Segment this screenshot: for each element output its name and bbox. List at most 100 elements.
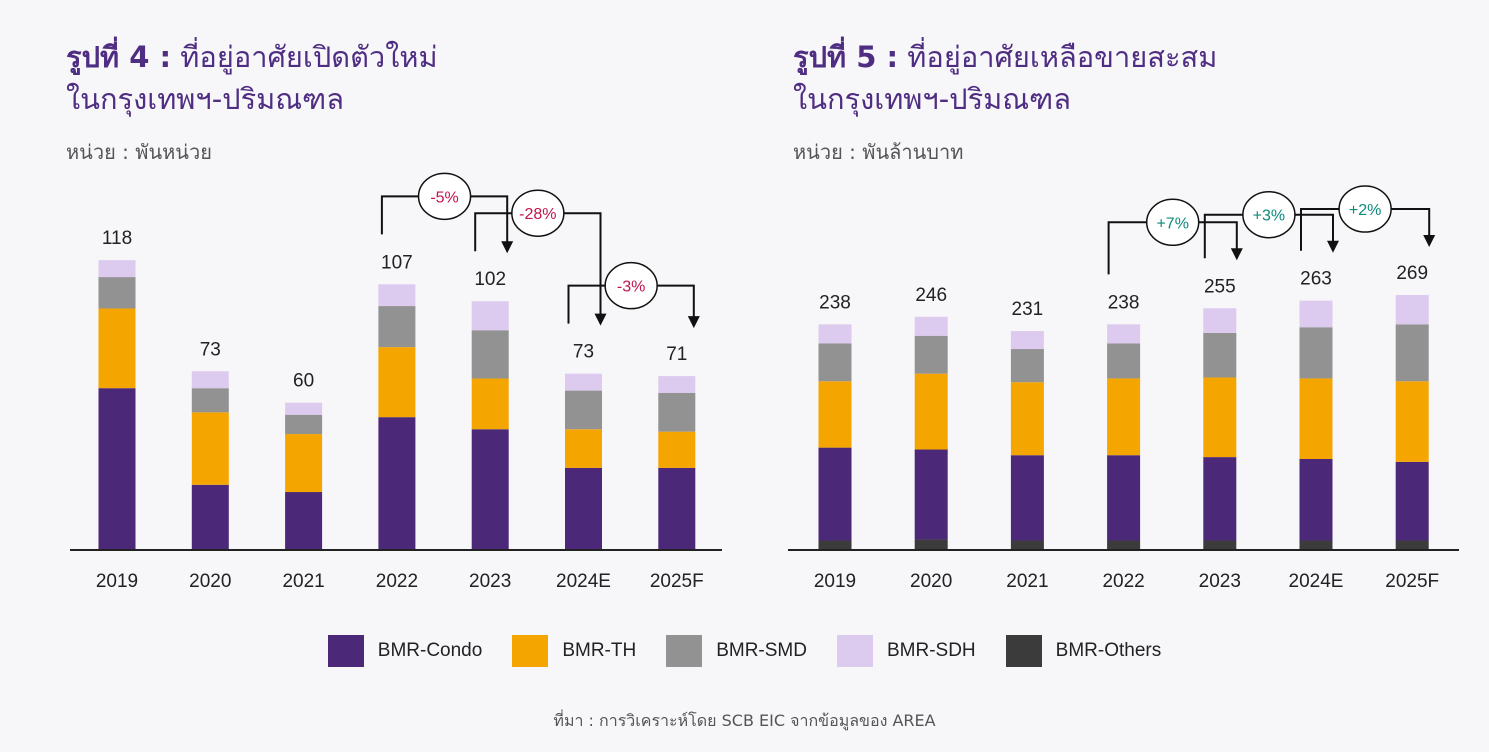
change-label: +2% [1349,202,1381,219]
change-label: -5% [430,189,458,206]
bar-segment-bmr-th [1107,378,1141,456]
change-bubble [511,189,565,237]
bar-segment-bmr-sdh [191,371,229,389]
bar-segment-bmr-smd [1299,327,1333,379]
bar-segment-bmr-smd [98,277,136,309]
change-label: +7% [1156,215,1188,232]
bar-segment-bmr-sdh [98,260,136,278]
left-chart-panel: รูปที่ 4 : ที่อยู่อาศัยเปิดตัวใหม่ ในกรุ… [0,0,745,610]
change-arrow-head [501,241,514,254]
change-bubble [604,261,658,310]
bar-segment-bmr-sdh [818,324,852,344]
bar-segment-bmr-sdh [658,376,696,394]
change-label: +3% [1253,208,1285,225]
unsold-inventory-chart: 238 2019 246 2020 231 2021 238 2022 255 2023 263 20… [788,185,1459,592]
bar-segment-bmr-others [914,539,948,550]
bar-segment-bmr-smd [285,414,323,435]
bar-segment-bmr-sdh [914,316,948,336]
bar-segment-bmr-th [565,429,602,468]
x-tick-label: 2023 [1199,571,1241,592]
x-tick-label: 2019 [96,571,138,592]
x-tick-label: 2022 [1102,571,1144,592]
bar-segment-bmr-sdh [378,284,416,307]
legend-item-others: BMR-Others [1005,635,1161,667]
bar-segment-bmr-th [285,434,323,493]
bar-segment-bmr-condo [285,492,323,550]
bar-segment-bmr-others [1107,540,1141,550]
x-tick-label: 2024E [1289,571,1344,592]
legend-swatch [666,635,703,667]
bar-total-label: 238 [1108,292,1140,313]
legend-swatch [512,635,549,667]
bar-segment-bmr-smd [1107,343,1141,379]
x-tick-label: 2025F [1385,571,1439,592]
x-tick-label: 2022 [376,571,418,592]
bar-segment-bmr-condo [1299,458,1333,541]
bar-segment-bmr-smd [378,306,416,348]
x-tick-label: 2021 [1006,571,1048,592]
bar-segment-bmr-th [1395,381,1429,462]
bar-segment-bmr-condo [471,429,509,550]
chart-title-line2: ในกรุงเทพฯ-ปริมณฑล [793,82,1072,116]
x-tick-label: 2020 [189,571,231,592]
chart-title-line1: ที่อยู่อาศัยเหลือขายสะสม [907,40,1218,74]
legend-swatch [836,635,873,667]
bar-total-label: 231 [1012,299,1044,320]
change-label: -28% [519,206,556,223]
legend-label: BMR-SMD [716,640,807,661]
change-arrow-head [1230,248,1243,261]
bar-segment-bmr-smd [1395,324,1429,382]
bar-segment-bmr-sdh [1299,300,1333,328]
change-bubble [417,172,472,221]
change-bubble [1338,185,1392,233]
bar-segment-bmr-th [1010,382,1044,456]
bar-total-label: 118 [102,228,132,249]
bar-segment-bmr-others [1010,540,1044,550]
bar-total-label: 71 [666,344,687,365]
bar-segment-bmr-condo [1395,461,1429,541]
change-bubble [1145,198,1200,247]
bar-segment-bmr-th [191,412,229,485]
x-tick-label: 2025F [650,571,704,592]
bar-segment-bmr-th [1299,378,1333,459]
legend-label: BMR-TH [562,640,637,661]
chart-title-line2: ในกรุงเทพฯ-ปริมณฑล [66,82,345,116]
bar-segment-bmr-condo [914,449,948,540]
bar-segment-bmr-condo [1203,457,1237,541]
change-arrow-head [1327,240,1339,253]
chart-title-prefix: รูปที่ 5 : [793,40,899,74]
legend-item-condo: BMR-Condo [327,635,482,667]
legend-item-smd: BMR-SMD [666,635,807,667]
legend-swatch [1005,635,1042,667]
bar-segment-bmr-smd [914,335,948,374]
bar-segment-bmr-others [1299,540,1333,550]
bar-total-label: 73 [200,339,221,360]
bar-total-label: 107 [381,252,413,273]
bar-segment-bmr-condo [191,484,229,550]
bar-total-label: 73 [573,342,594,363]
bar-segment-bmr-smd [1010,349,1044,383]
x-tick-label: 2019 [814,571,856,592]
bar-segment-bmr-sdh [285,402,323,415]
chart-title: รูปที่ 5 : ที่อยู่อาศัยเหลือขายสะสม ในกร… [793,36,1217,120]
right-chart-panel: รูปที่ 5 : ที่อยู่อาศัยเหลือขายสะสม ในกร… [745,0,1489,610]
x-tick-label: 2021 [282,571,324,592]
bar-total-label: 246 [915,285,947,306]
legend-label: BMR-SDH [886,640,976,661]
bar-segment-bmr-sdh [565,373,602,391]
chart-unit: หน่วย : พันล้านบาท [793,140,964,164]
x-tick-label: 2024E [556,571,611,592]
bar-segment-bmr-sdh [1010,331,1044,350]
bar-segment-bmr-sdh [1107,324,1141,344]
bar-segment-bmr-condo [818,447,852,541]
bar-segment-bmr-smd [471,330,509,379]
bar-segment-bmr-condo [1010,455,1044,541]
chart-title: รูปที่ 4 : ที่อยู่อาศัยเปิดตัวใหม่ ในกรุ… [66,36,438,120]
bar-segment-bmr-smd [818,343,852,382]
bar-segment-bmr-smd [1203,332,1237,378]
legend-item-th: BMR-TH [512,635,636,667]
bar-segment-bmr-condo [378,417,416,550]
bar-segment-bmr-condo [98,388,136,550]
bar-segment-bmr-th [658,431,696,468]
bar-segment-bmr-th [378,347,416,418]
